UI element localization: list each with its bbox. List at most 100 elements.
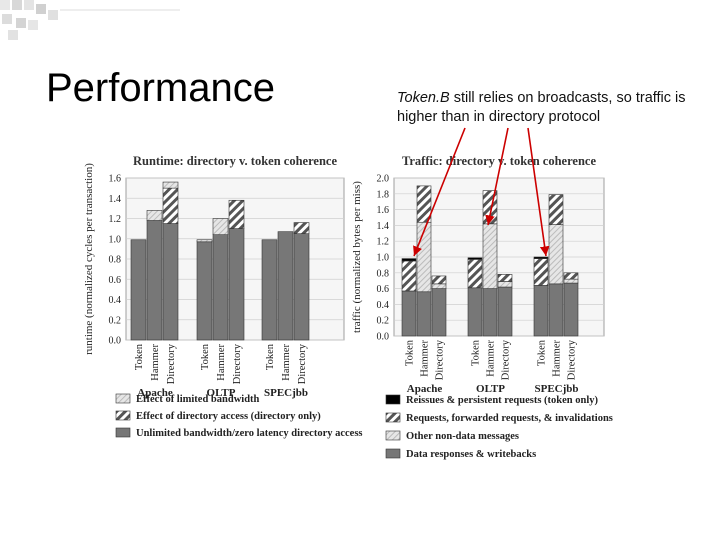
legend-swatch: [115, 393, 131, 404]
legend-swatch: [115, 410, 131, 421]
bar-segment: [467, 259, 483, 289]
legend-label: Effect of limited bandwidth: [136, 394, 260, 405]
y-tick-label: 0.8: [377, 268, 390, 279]
bar-label: Hammer: [150, 344, 161, 381]
bar-label: Token: [200, 343, 211, 370]
group-label: OLTP: [207, 387, 236, 399]
bar-segment: [548, 224, 564, 285]
legend-label: Reissues & persistent requests (token on…: [406, 395, 599, 406]
bar-segment: [497, 286, 513, 337]
y-tick-label: 0.4: [377, 300, 390, 311]
y-tick-label: 1.2: [109, 214, 122, 225]
legend-label: Requests, forwarded requests, & invalida…: [406, 413, 613, 424]
bar-label: Token: [265, 343, 276, 370]
annotation-arrow: [485, 127, 509, 226]
y-tick-label: 1.6: [109, 174, 122, 185]
bar-segment: [563, 278, 579, 284]
bar-label: Directory: [232, 343, 243, 384]
bar-label: Token: [405, 339, 416, 366]
corner-decoration: [0, 0, 180, 40]
annotation-arrow: [413, 127, 466, 257]
group-label: SPECjbb: [264, 387, 308, 399]
chart-title: Runtime: directory v. token coherence: [133, 154, 337, 168]
bar-label: Directory: [435, 339, 446, 380]
y-tick-label: 2.0: [377, 174, 390, 185]
y-tick-label: 0.0: [109, 336, 122, 347]
y-tick-label: 0.8: [109, 255, 122, 266]
annotation-arrow: [527, 127, 550, 257]
bar-segment: [261, 239, 278, 341]
bar-segment: [497, 281, 513, 288]
bar-label: Directory: [567, 339, 578, 380]
page-title: Performance: [46, 66, 275, 110]
y-tick-label: 1.4: [109, 194, 122, 205]
bar-label: Token: [471, 339, 482, 366]
y-tick-label: 1.8: [377, 189, 390, 200]
chart-1: 0.0 0.2 0.4 0.6 0.8 1.0 1.2 1.4 1.6 Runtime: dire…: [83, 154, 363, 439]
bar-segment: [431, 288, 447, 337]
chart-2: 0.0 0.2 0.4 0.6 0.8 1.0 1.2 1.4 1.6 1.8 2.0 Traffic…: [351, 154, 613, 460]
annotation-emphasis: Token.B: [397, 90, 450, 106]
bar-segment: [497, 274, 513, 282]
bar-label: Directory: [166, 343, 177, 384]
y-tick-label: 1.6: [377, 205, 390, 216]
legend-swatch: [385, 430, 401, 441]
legend-swatch: [385, 448, 401, 459]
bar-segment: [228, 228, 245, 341]
bar-segment: [401, 258, 417, 262]
y-tick-label: 1.0: [377, 253, 390, 264]
bar-segment: [196, 239, 213, 243]
y-tick-label: 0.0: [377, 332, 390, 343]
bar-segment: [228, 199, 245, 229]
chart-title: Traffic: directory v. token coherence: [402, 154, 596, 168]
y-tick-label: 0.2: [377, 316, 390, 327]
group-label: SPECjbb: [534, 383, 578, 395]
bar-segment: [563, 272, 579, 280]
bar-label: Hammer: [486, 340, 497, 377]
y-tick-label: 0.6: [109, 275, 122, 286]
group-label: Apache: [137, 387, 173, 399]
legend-label: Other non-data messages: [406, 431, 519, 442]
bar-segment: [533, 258, 549, 286]
bar-segment: [431, 283, 447, 289]
bar-segment: [563, 282, 579, 337]
bar-label: Token: [134, 343, 145, 370]
bar-segment: [482, 288, 498, 337]
y-tick-label: 0.2: [109, 315, 122, 326]
bar-segment: [416, 291, 432, 337]
y-axis-label: runtime (normalized cycles per transacti…: [83, 163, 95, 355]
legend-swatch: [385, 394, 401, 405]
bar-label: Directory: [501, 339, 512, 380]
annotation-text: still relies on broadcasts, so traffic i…: [397, 90, 686, 125]
bar-label: Token: [537, 339, 548, 366]
bar-segment: [130, 239, 147, 341]
bar-segment: [293, 233, 310, 341]
group-label: OLTP: [476, 383, 505, 395]
y-tick-label: 0.6: [377, 284, 390, 295]
bar-segment: [467, 287, 483, 337]
bar-segment: [401, 260, 417, 292]
y-tick-label: 1.0: [109, 234, 122, 245]
legend-swatch: [385, 412, 401, 423]
y-tick-label: 0.4: [109, 295, 122, 306]
legend-swatch: [115, 427, 131, 438]
bar-segment: [212, 234, 229, 341]
bar-segment: [548, 283, 564, 337]
bar-segment: [146, 220, 163, 341]
bar-segment: [548, 194, 564, 225]
y-tick-label: 1.2: [377, 237, 390, 248]
bar-segment: [212, 218, 229, 236]
bar-segment: [277, 231, 294, 341]
bar-segment: [533, 256, 549, 259]
bar-segment: [431, 275, 447, 285]
bar-label: Hammer: [281, 344, 292, 381]
annotation-note: Token.B still relies on broadcasts, so t…: [397, 89, 697, 127]
bar-segment: [467, 257, 483, 260]
bar-label: Hammer: [552, 340, 563, 377]
bar-segment: [482, 223, 498, 289]
y-axis-label: traffic (normalized bytes per miss): [351, 181, 363, 333]
bar-segment: [416, 185, 432, 223]
group-label: Apache: [407, 383, 443, 395]
legend-label: Data responses & writebacks: [406, 449, 536, 460]
